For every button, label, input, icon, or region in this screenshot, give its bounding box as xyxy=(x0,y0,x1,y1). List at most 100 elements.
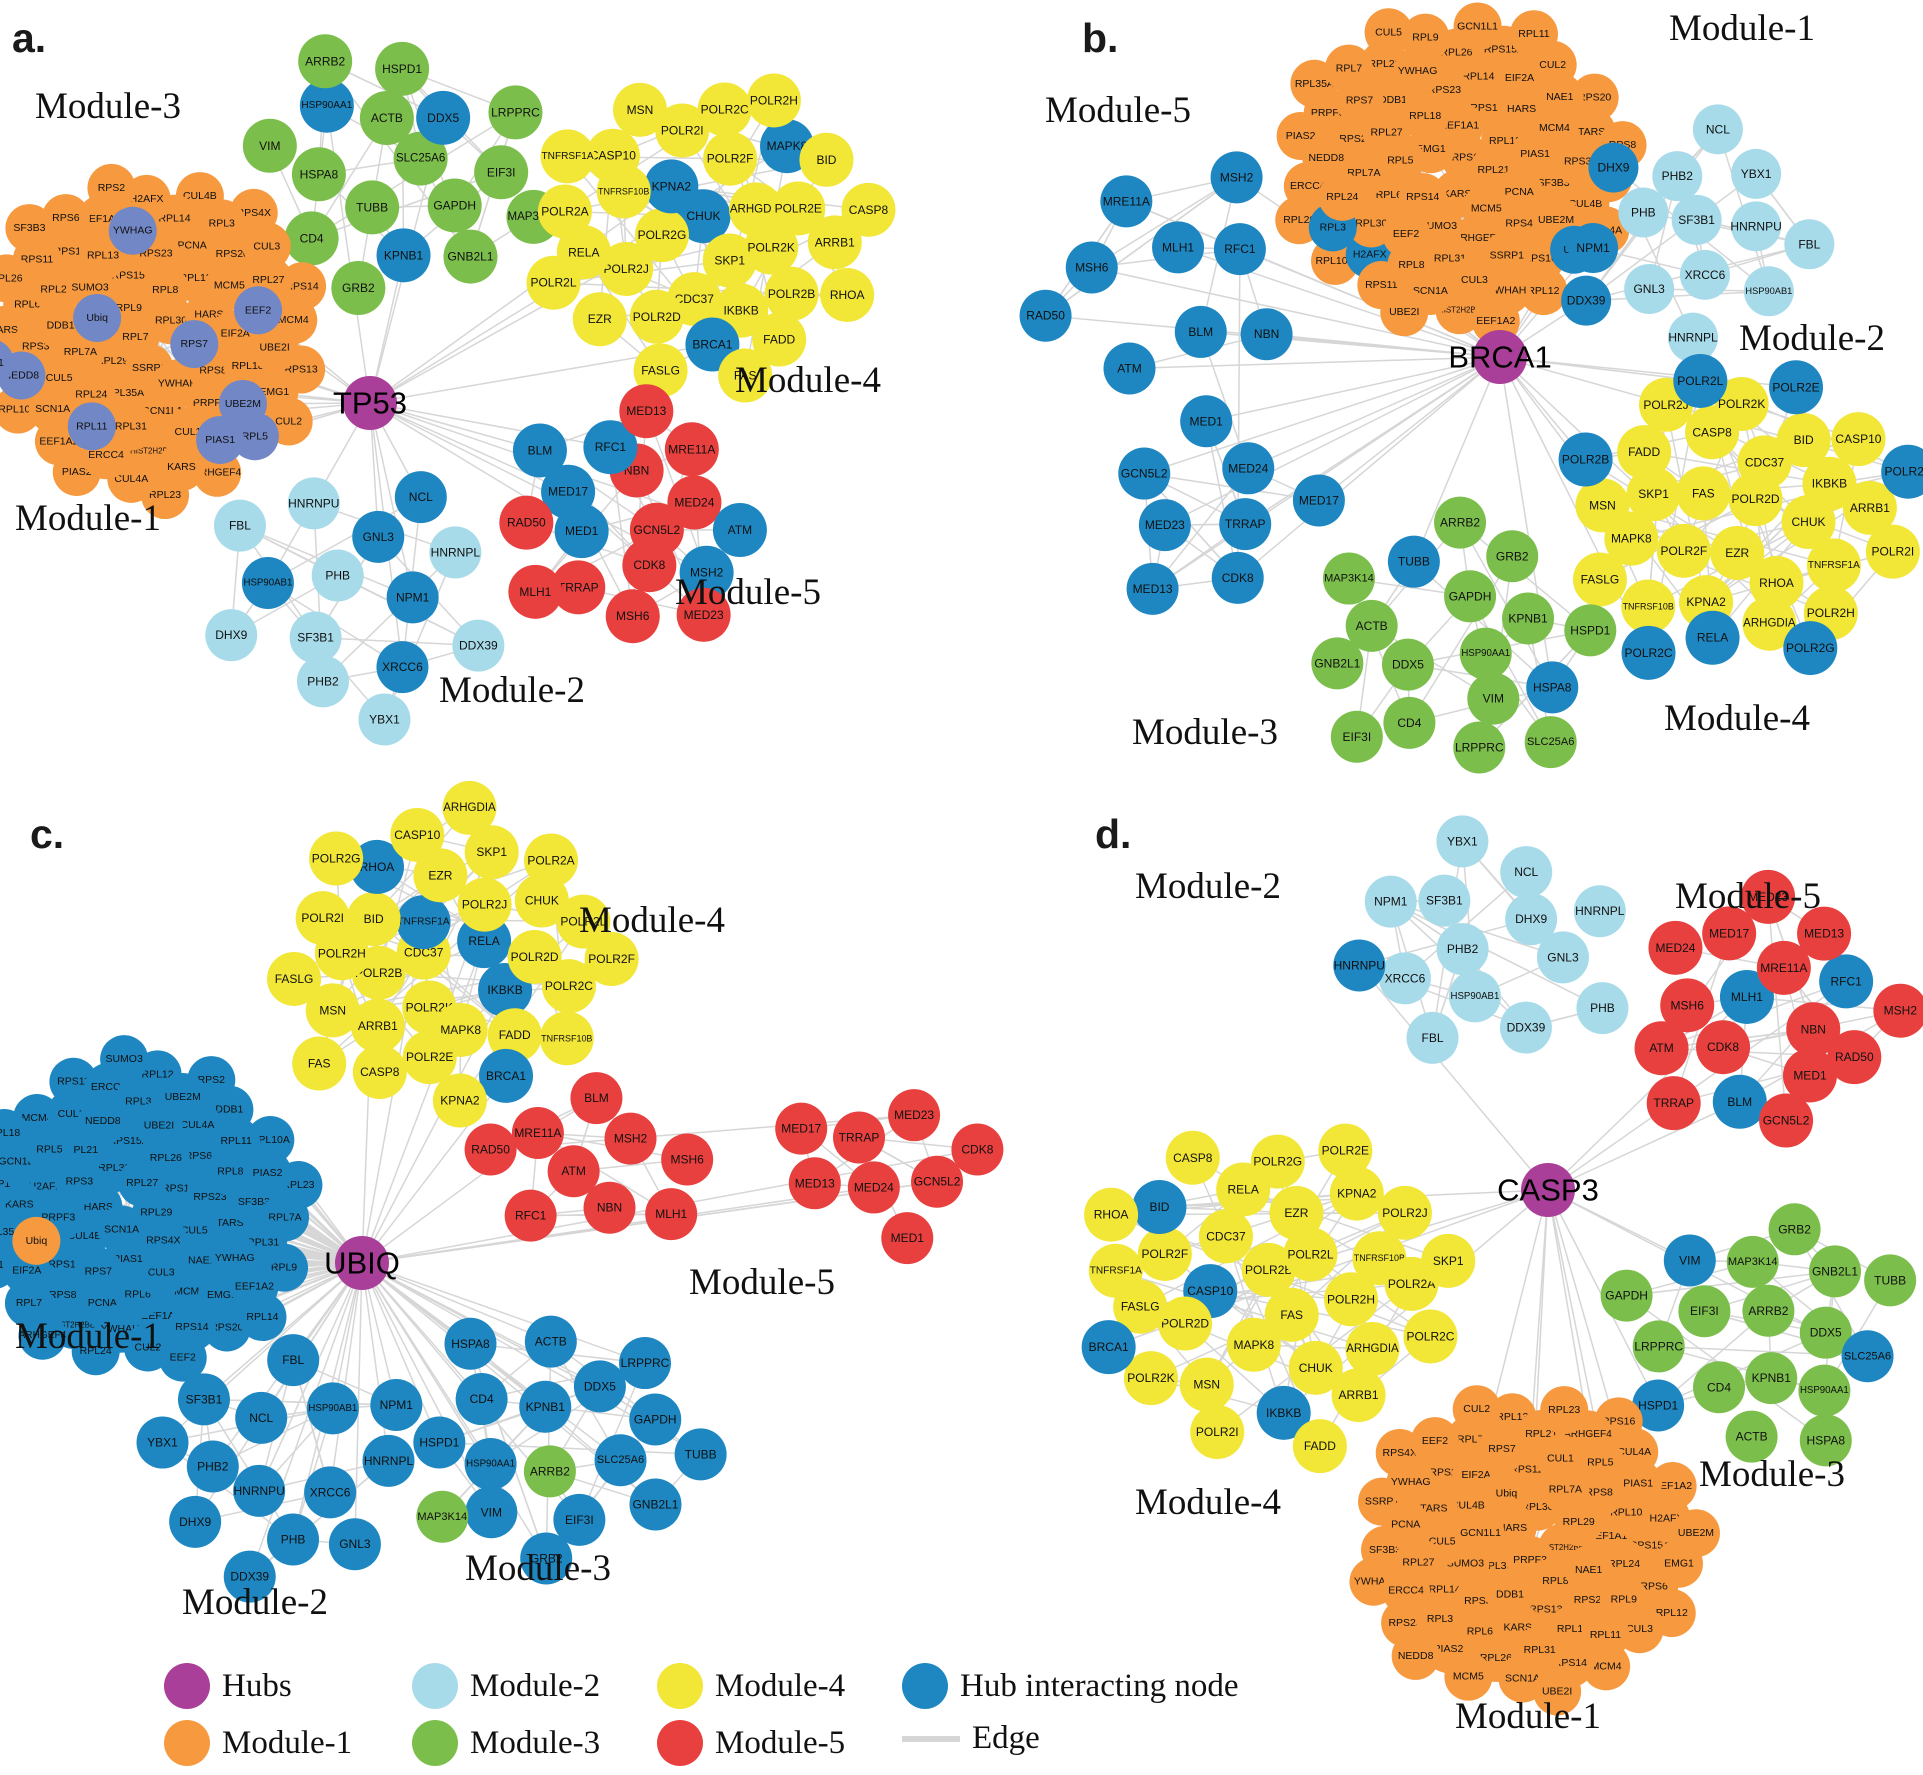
node-circle xyxy=(141,265,190,314)
node-KPNB1: KPNB1 xyxy=(519,1380,572,1433)
edge xyxy=(361,1262,552,1343)
node-circle xyxy=(1873,983,1923,1038)
node-MED13: MED13 xyxy=(788,1157,841,1210)
edge xyxy=(1390,900,1603,1009)
node-circle xyxy=(1165,1130,1220,1185)
node-circle xyxy=(1842,480,1897,535)
node-circle xyxy=(702,233,757,288)
node-circle xyxy=(1084,1187,1139,1242)
node-PHB2: PHB2 xyxy=(296,655,349,708)
node-POLR2I: POLR2I xyxy=(295,891,350,946)
node-circle xyxy=(1403,1309,1458,1364)
node-circle xyxy=(584,932,639,987)
node-FBL: FBL xyxy=(1406,1011,1459,1064)
node-RPL23: RPL23 xyxy=(1540,1386,1589,1435)
node-circle xyxy=(1213,223,1266,276)
node-circle xyxy=(1436,923,1489,976)
node-circle xyxy=(629,289,684,344)
node-circle xyxy=(1737,435,1792,490)
node-circle xyxy=(1198,1209,1253,1264)
module-label-d-module-2: Module-2 xyxy=(1135,866,1281,907)
node-MED23: MED23 xyxy=(1138,499,1191,552)
node-circle xyxy=(1656,523,1711,578)
node-RPS7: RPS7 xyxy=(170,320,219,369)
hub-circle xyxy=(1521,1163,1575,1217)
node-circle xyxy=(71,1327,120,1376)
node-circle xyxy=(136,1416,189,1469)
node-circle xyxy=(235,1391,288,1444)
node-circle xyxy=(1364,875,1417,928)
node-circle xyxy=(585,128,640,183)
node-POLR2D: POLR2D xyxy=(629,289,684,344)
node-circle xyxy=(572,292,627,347)
node-circle xyxy=(664,422,719,477)
node-CUL2: CUL2 xyxy=(1452,1385,1501,1434)
legend-label-hub-interacting-node: Hub interacting node xyxy=(960,1667,1239,1704)
node-ARRB2: ARRB2 xyxy=(1434,496,1487,549)
node-MED24: MED24 xyxy=(847,1161,900,1214)
node-circle xyxy=(676,587,731,642)
edge xyxy=(361,940,485,1264)
node-RPL3: RPL3 xyxy=(197,199,246,248)
node-RAD50: RAD50 xyxy=(464,1123,517,1176)
node-circle xyxy=(1330,710,1383,763)
node-circle xyxy=(1019,289,1072,342)
node-circle xyxy=(1174,305,1227,358)
node-POLR2F: POLR2F xyxy=(1656,523,1711,578)
node-circle xyxy=(520,1532,573,1585)
node-circle xyxy=(376,641,429,694)
node-TUBB: TUBB xyxy=(345,180,400,235)
node-FBL: FBL xyxy=(1784,219,1835,270)
node-circle xyxy=(744,220,799,275)
node-circle xyxy=(1324,1272,1379,1327)
node-circle xyxy=(234,286,283,335)
node-HNRNPU: HNRNPU xyxy=(233,1464,286,1517)
node-circle xyxy=(444,1317,497,1370)
node-circle xyxy=(1743,266,1794,317)
edge xyxy=(1129,356,1501,370)
edge xyxy=(1408,555,1513,724)
node-POLR2G: POLR2G xyxy=(309,831,364,886)
node-circle xyxy=(311,549,364,602)
node-LRPPRC: LRPPRC xyxy=(488,85,543,140)
node-NEDD8: NEDD8 xyxy=(78,1096,127,1145)
node-circle xyxy=(1632,1379,1685,1432)
node-CUL5: CUL5 xyxy=(1364,8,1413,57)
node-RPS7: RPS7 xyxy=(1335,76,1384,125)
node-TUBB: TUBB xyxy=(1864,1254,1917,1307)
node-circle xyxy=(1406,1011,1459,1064)
edge xyxy=(361,1262,646,1364)
node-circle xyxy=(1575,478,1630,533)
node-VIM: VIM xyxy=(242,118,297,173)
node-circle xyxy=(1382,209,1431,258)
node-NPM1: NPM1 xyxy=(370,1378,423,1431)
node-circle xyxy=(1881,444,1923,499)
node-circle xyxy=(177,1373,230,1426)
node-GRB2: GRB2 xyxy=(331,261,386,316)
module-label-b-module-2: Module-2 xyxy=(1739,318,1885,359)
node-circle xyxy=(299,78,354,133)
node-HNRNPU: HNRNPU xyxy=(287,477,340,530)
node-MSN: MSN xyxy=(1179,1357,1234,1412)
node-circle xyxy=(1524,716,1577,769)
edge xyxy=(1164,356,1501,526)
node-BLM: BLM xyxy=(1174,305,1227,358)
node-circle xyxy=(1570,73,1619,122)
node-circle xyxy=(1652,151,1703,202)
node-MED17: MED17 xyxy=(1292,474,1345,527)
edge xyxy=(1110,1214,1269,1271)
node-VIM: VIM xyxy=(465,1486,518,1539)
node-PHB2: PHB2 xyxy=(186,1440,239,1493)
node-circle xyxy=(718,348,773,403)
node-CDC37: CDC37 xyxy=(1198,1209,1253,1264)
node-circle xyxy=(512,423,567,478)
node-circle xyxy=(1519,267,1568,316)
node-GCN5L2: GCN5L2 xyxy=(1118,447,1171,500)
node-PHB: PHB xyxy=(311,549,364,602)
node-circle xyxy=(655,103,710,158)
node-VIM: VIM xyxy=(1663,1234,1716,1287)
node-MED13: MED13 xyxy=(619,384,674,439)
hub-BRCA1: BRCA1 xyxy=(1448,330,1552,384)
node-circle xyxy=(0,254,31,303)
